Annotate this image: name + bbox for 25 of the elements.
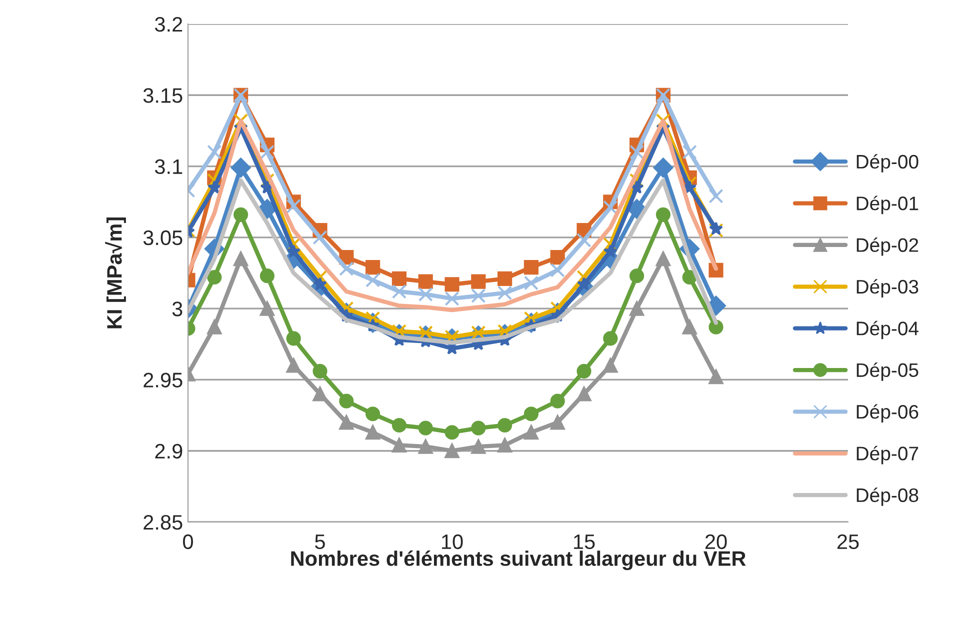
y-tick-label: 3.2 xyxy=(154,17,182,32)
y-tick-label: 3 xyxy=(172,302,182,316)
x-tick-label: 10 xyxy=(442,534,463,550)
x-tick-label: 25 xyxy=(837,534,859,550)
y-axis-title: KI [MPa√m] xyxy=(105,218,126,328)
legend-label: Dép-05 xyxy=(856,362,918,381)
y-tick-label: 2.9 xyxy=(155,444,182,459)
legend-label: Dép-06 xyxy=(856,404,918,423)
legend-label: Dép-02 xyxy=(856,237,918,256)
x-tick-label: 5 xyxy=(315,534,325,550)
x-tick-label: 20 xyxy=(705,534,727,550)
y-tick-label: 3.05 xyxy=(143,230,182,246)
legend-label: Dép-04 xyxy=(856,320,918,340)
y-tick-label: 2.95 xyxy=(144,372,182,388)
legend-label: Dép-00 xyxy=(856,154,918,172)
legend-label: Dép-01 xyxy=(856,196,918,214)
x-tick-label: 0 xyxy=(183,534,193,550)
legend-label: Dép-07 xyxy=(856,446,918,464)
y-tick-label: 3.15 xyxy=(143,88,182,103)
y-tick-label: 2.85 xyxy=(144,515,182,530)
x-tick-label: 15 xyxy=(574,534,595,550)
legend-label: Dép-08 xyxy=(856,488,918,506)
legend-label: Dép-03 xyxy=(856,279,918,298)
y-tick-label: 3.1 xyxy=(154,159,182,174)
x-axis-title: Nombres d'éléments suivant lalargeur du VER xyxy=(291,550,746,570)
